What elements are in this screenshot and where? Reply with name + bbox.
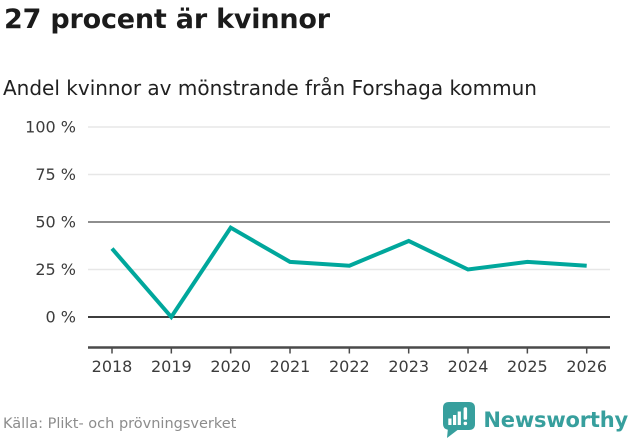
data-line bbox=[110, 225, 587, 321]
data-series bbox=[110, 225, 587, 321]
x-axis-tick-label: 2019 bbox=[151, 357, 192, 376]
x-axis-tick-label: 2020 bbox=[210, 357, 251, 376]
bar-chart-bar-large bbox=[458, 411, 462, 425]
bar-chart-bar-medium bbox=[453, 415, 457, 425]
x-axis-tick-label: 2024 bbox=[448, 357, 489, 376]
exclamation-bar bbox=[464, 407, 468, 420]
bar-chart-bar-small bbox=[448, 418, 452, 425]
x-axis-tick-label: 2026 bbox=[566, 357, 607, 376]
newsworthy-brand-text: Newsworthy bbox=[483, 408, 628, 432]
y-axis-tick-label: 50 % bbox=[35, 213, 76, 232]
y-axis-tick-label: 75 % bbox=[35, 165, 76, 184]
source-credit: Källa: Plikt- och prövningsverket bbox=[3, 416, 237, 432]
y-axis-labels: 0 % 25 % 50 % 75 % 100 % bbox=[25, 118, 76, 327]
x-axis-tick-label: 2022 bbox=[329, 357, 370, 376]
newsworthy-badge-icon bbox=[443, 402, 476, 438]
y-axis-tick-label: 0 % bbox=[46, 308, 76, 327]
y-axis-tick-label: 100 % bbox=[25, 118, 76, 137]
x-axis-tick-label: 2018 bbox=[92, 357, 133, 376]
exclamation-dot bbox=[464, 421, 468, 426]
chart-title: 27 procent är kvinnor bbox=[4, 4, 330, 35]
newsworthy-logo: Newsworthy bbox=[442, 402, 628, 438]
gridlines bbox=[88, 126, 610, 318]
y-axis-tick-label: 25 % bbox=[35, 260, 76, 279]
chart-subtitle: Andel kvinnor av mönstrande från Forshag… bbox=[3, 76, 537, 100]
line-chart-svg: 0 % 25 % 50 % 75 % 100 % 2018 2019 2020 2021 202… bbox=[25, 118, 610, 376]
x-axis-tick-label: 2021 bbox=[270, 357, 311, 376]
x-axis-tick-label: 2023 bbox=[388, 357, 429, 376]
x-axis-tick-label: 2025 bbox=[507, 357, 548, 376]
x-axis: 2018 2019 2020 2021 2022 2023 2024 2025 2026 bbox=[88, 346, 610, 376]
